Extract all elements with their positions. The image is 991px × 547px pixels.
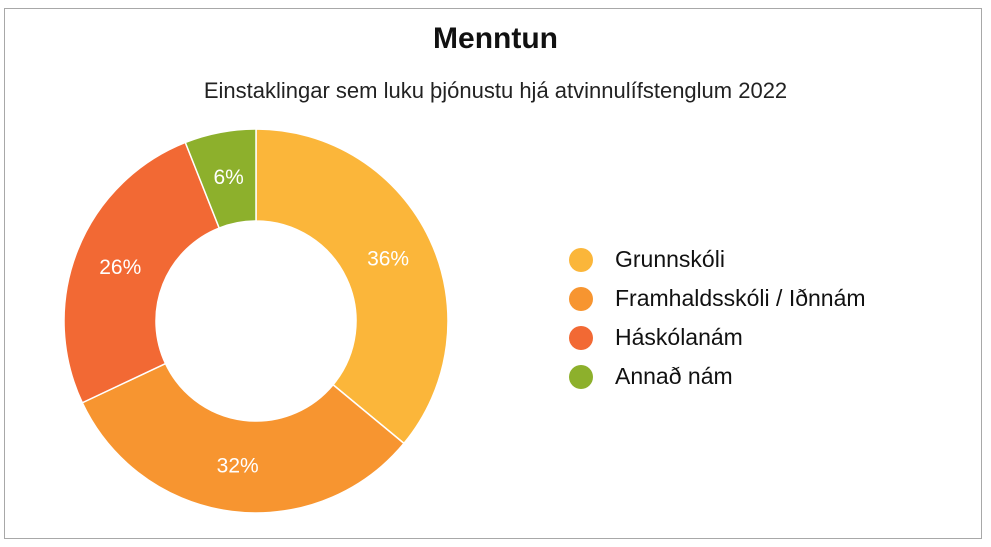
slice-label-grunnskoli: 36% [367, 247, 409, 270]
donut-slice-annad-nam [184, 128, 257, 229]
legend-swatch-annad-nam [569, 364, 593, 389]
donut-slice-grunnskoli [255, 128, 449, 445]
legend-item-framhaldsskoli: Framhaldsskóli / Iðnnám [569, 279, 866, 318]
legend-item-haskolanam: Háskólanám [569, 318, 866, 357]
slice-label-framhaldsskoli: 32% [217, 454, 259, 477]
legend-label-annad-nam: Annað nám [615, 363, 733, 389]
chart-title: Menntun [433, 22, 558, 55]
legend-item-grunnskoli: Grunnskóli [569, 240, 866, 279]
legend-label-grunnskoli: Grunnskóli [615, 246, 725, 272]
slice-label-annad-nam: 6% [213, 166, 243, 189]
chart-subtitle: Einstaklingar sem luku þjónustu hjá atvi… [203, 78, 788, 103]
legend-swatch-framhaldsskoli [569, 286, 593, 311]
legend-swatch-haskolanam [569, 325, 593, 350]
slice-label-haskolanam: 26% [99, 256, 141, 279]
legend-swatch-grunnskoli [569, 247, 593, 272]
legend-label-framhaldsskoli: Framhaldsskóli / Iðnnám [615, 285, 866, 311]
legend-item-annad-nam: Annað nám [569, 357, 866, 396]
chart-legend: Grunnskóli Framhaldsskóli / Iðnnám Háskó… [569, 240, 866, 396]
donut-slice-haskolanam [63, 141, 221, 404]
donut-slice-framhaldsskoli [81, 362, 405, 514]
legend-label-haskolanam: Háskólanám [615, 324, 743, 350]
